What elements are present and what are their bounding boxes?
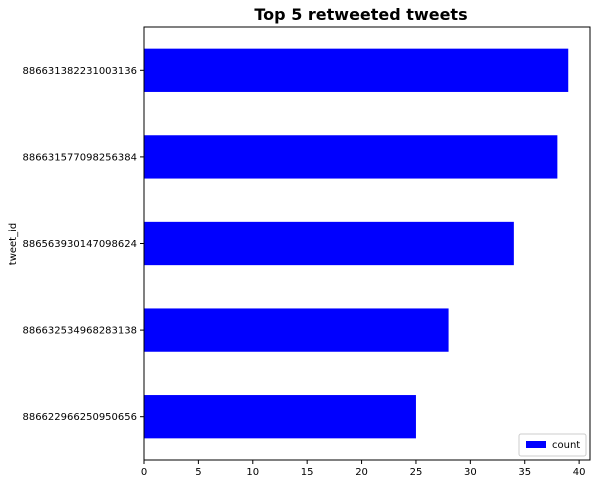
x-ticks-group: 0 5 10 15 20 25 30 35 40 [141, 460, 586, 478]
bar-886631382231003136 [144, 48, 569, 92]
bar-886622966250950656 [144, 395, 416, 439]
bar-886631577098256384 [144, 135, 558, 179]
x-tick-label: 30 [464, 467, 477, 478]
legend: count [518, 433, 587, 457]
y-ticks-group: 886631382231003136 886631577098256384 8865… [22, 66, 144, 423]
x-tick-label: 5 [195, 467, 201, 478]
y-tick-label: 886631577098256384 [22, 152, 137, 163]
x-tick-label: 15 [301, 467, 314, 478]
y-tick-label: 886631382231003136 [22, 66, 137, 77]
y-tick-label: 886632534968283138 [22, 326, 137, 337]
legend-swatch [526, 441, 546, 448]
x-tick-label: 20 [355, 467, 368, 478]
legend-box [518, 433, 587, 457]
legend-label: count [552, 440, 580, 451]
y-axis-label: tweet_id [8, 223, 19, 265]
x-tick-label: 40 [573, 467, 586, 478]
chart-title: Top 5 retweeted tweets [254, 5, 467, 24]
bar-886632534968283138 [144, 308, 449, 352]
x-tick-label: 0 [141, 467, 147, 478]
y-tick-label: 886622966250950656 [22, 412, 137, 423]
bar-886563930147098624 [144, 221, 514, 266]
x-tick-label: 25 [410, 467, 423, 478]
plot-frame [143, 26, 591, 461]
y-tick-label: 886563930147098624 [22, 239, 137, 250]
x-tick-label: 10 [246, 467, 259, 478]
bars-group [144, 48, 569, 439]
x-tick-label: 35 [518, 467, 531, 478]
